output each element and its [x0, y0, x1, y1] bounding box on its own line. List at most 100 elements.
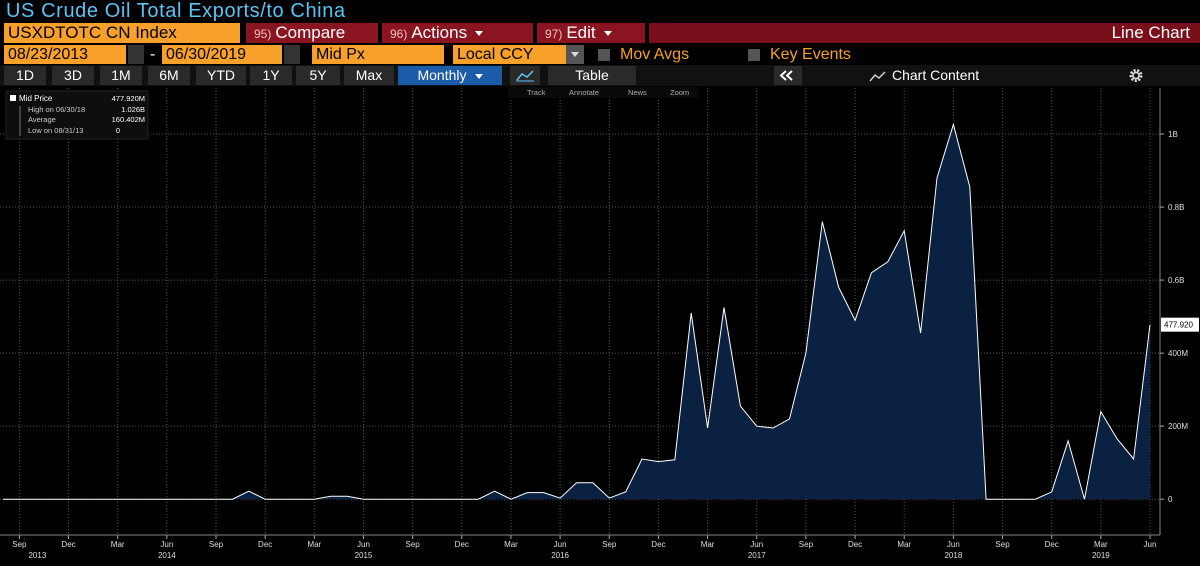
legend-swatch: [10, 95, 16, 101]
x-tick-label: Dec: [651, 540, 665, 549]
legend-stat-value: 0: [116, 126, 120, 135]
date-separator: -: [150, 46, 156, 63]
start-date-input[interactable]: 08/23/2013: [4, 45, 126, 64]
legend-stat-label: Low on 08/31/13: [28, 126, 83, 135]
last-value-label: 477.920: [1164, 321, 1193, 330]
x-tick-label: Sep: [799, 540, 814, 549]
currency-dropdown[interactable]: [566, 45, 584, 64]
currency-select[interactable]: Local CCY: [453, 45, 566, 64]
button-number: 95): [254, 27, 272, 41]
period-button[interactable]: 1M: [100, 66, 142, 85]
tool-button[interactable]: Track: [527, 88, 546, 97]
chart-content-label: Chart Content: [892, 67, 980, 83]
calendar-button[interactable]: [284, 45, 300, 64]
x-tick-label: Sep: [995, 540, 1010, 549]
checkbox[interactable]: [598, 49, 610, 61]
dropdown-caret: [603, 31, 612, 37]
dropdown-caret: [474, 73, 483, 79]
settings-button[interactable]: [1125, 66, 1147, 85]
checkbox[interactable]: [748, 49, 760, 61]
collapse-button[interactable]: [774, 66, 802, 85]
button-number: 97): [545, 27, 563, 41]
button-label: Edit: [566, 23, 596, 42]
button-label: Compare: [275, 23, 346, 42]
period-button[interactable]: 1Y: [250, 66, 292, 85]
legend-stat-label: Average: [28, 115, 56, 124]
x-tick-label: Jun: [160, 540, 173, 549]
dropdown-caret: [571, 52, 579, 58]
x-tick-label: Dec: [848, 540, 862, 549]
y-tick-label: 0.8B: [1168, 203, 1184, 212]
legend-series-name: Mid Price: [19, 94, 53, 103]
x-year-label: 2017: [748, 551, 766, 560]
x-year-label: 2013: [28, 551, 46, 560]
legend-stat-label: High on 06/30/18: [28, 105, 85, 114]
x-year-label: 2015: [355, 551, 373, 560]
legend-box: [5, 90, 149, 140]
x-tick-label: Jun: [1144, 540, 1157, 549]
end-date-input[interactable]: 06/30/2019: [162, 45, 282, 64]
compare-button[interactable]: 95) Compare: [246, 23, 378, 43]
line-icon-button[interactable]: [510, 66, 540, 85]
tool-button[interactable]: Zoom: [670, 88, 689, 97]
period-button[interactable]: Max: [344, 66, 394, 85]
window-title: US Crude Oil Total Exports/to China: [6, 0, 346, 22]
x-tick-label: Jun: [357, 540, 370, 549]
frequency-select[interactable]: Monthly: [398, 66, 502, 85]
y-tick-label: 400M: [1168, 349, 1188, 358]
x-tick-label: Jun: [554, 540, 567, 549]
chart-type-label: Line Chart: [1111, 23, 1190, 42]
frequency-label: Monthly: [417, 67, 467, 83]
x-tick-label: Dec: [258, 540, 272, 549]
area: [3, 124, 1150, 500]
key-events-toggle[interactable]: Key Events: [770, 46, 851, 63]
x-tick-label: Mar: [504, 540, 518, 549]
period-button[interactable]: YTD: [196, 66, 246, 85]
tool-button[interactable]: News: [628, 88, 647, 97]
x-tick-label: Dec: [61, 540, 75, 549]
gear-icon: [1129, 69, 1143, 82]
chart-content-button[interactable]: Chart Content: [868, 66, 1018, 85]
mov-avgs-toggle[interactable]: Mov Avgs: [620, 46, 690, 63]
line-icon: [516, 70, 534, 82]
chart-content-icon: [869, 71, 886, 82]
legend-stat-value: 1.026B: [121, 105, 145, 114]
ticker-input[interactable]: USXDTOTC CN Index: [4, 23, 240, 43]
table-button[interactable]: Table: [548, 66, 636, 85]
x-tick-label: Dec: [1045, 540, 1059, 549]
x-tick-label: Mar: [307, 540, 321, 549]
period-button[interactable]: 6M: [148, 66, 190, 85]
x-tick-label: Jun: [750, 540, 763, 549]
button-number: 96): [390, 27, 408, 41]
actions-button[interactable]: 96) Actions: [382, 23, 533, 43]
x-tick-label: Mar: [111, 540, 125, 549]
period-button[interactable]: 3D: [52, 66, 94, 85]
legend-stat-value: 160.402M: [112, 115, 145, 124]
tool-strip: [508, 87, 698, 98]
x-tick-label: Sep: [602, 540, 617, 549]
x-tick-label: Sep: [12, 540, 27, 549]
x-tick-label: Dec: [455, 540, 469, 549]
y-tick-label: 0: [1168, 495, 1173, 504]
y-tick-label: 1B: [1168, 130, 1178, 139]
tool-button[interactable]: Annotate: [569, 88, 599, 97]
y-tick-label: 200M: [1168, 422, 1188, 431]
period-button[interactable]: 1D: [4, 66, 46, 85]
dropdown-caret: [475, 31, 484, 37]
x-tick-label: Sep: [209, 540, 224, 549]
x-year-label: 2019: [1092, 551, 1110, 560]
x-tick-label: Mar: [701, 540, 715, 549]
calendar-button[interactable]: [128, 45, 144, 64]
x-year-label: 2016: [551, 551, 569, 560]
period-button[interactable]: 5Y: [296, 66, 340, 85]
field-select[interactable]: Mid Px: [312, 45, 444, 64]
chevron-icon: [779, 70, 793, 81]
x-tick-label: Mar: [897, 540, 911, 549]
last-value-box: [1161, 317, 1199, 332]
x-year-label: 2014: [158, 551, 176, 560]
x-year-label: 2018: [944, 551, 962, 560]
x-tick-label: Mar: [1094, 540, 1108, 549]
edit-button[interactable]: 97) Edit: [537, 23, 645, 43]
